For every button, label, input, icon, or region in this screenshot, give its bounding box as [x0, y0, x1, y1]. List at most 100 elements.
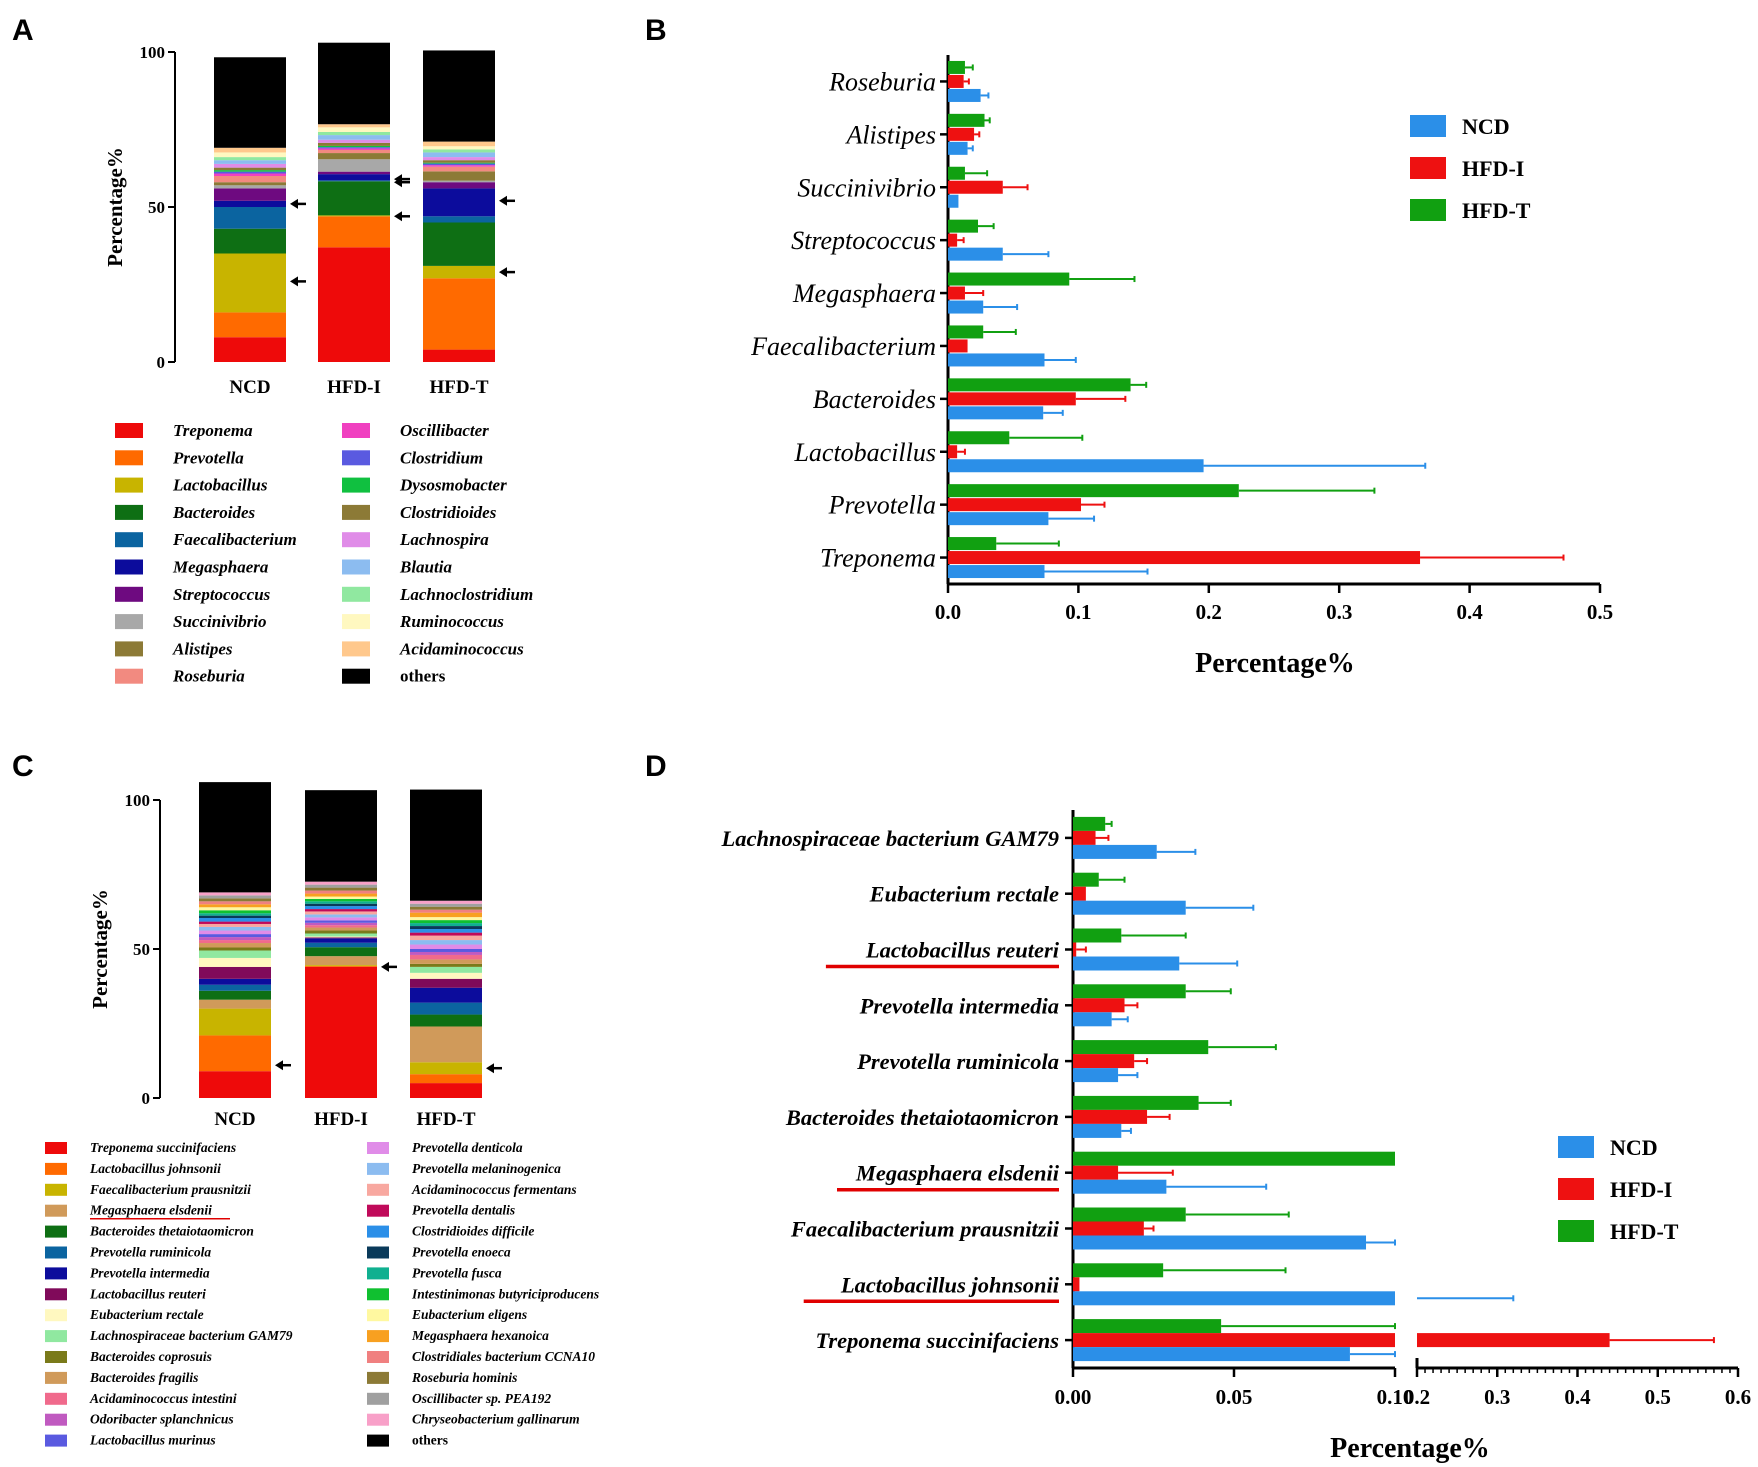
- bar-hfd-t: [948, 537, 997, 551]
- legend-swatch-succinivibrio: [115, 614, 143, 630]
- stack-segment-ruminococcus: [214, 152, 286, 158]
- legend-swatch-prevotella-enoeca: [367, 1246, 389, 1259]
- x-tick-label: 0.0: [935, 600, 961, 624]
- stack-segment-succinivibrio: [214, 185, 286, 189]
- stack-segment-prevotella-denticola: [305, 917, 377, 921]
- legend-swatch-acidaminococcus-intestini: [45, 1392, 67, 1405]
- panel-a-stacked-genus-chart: 0 50 100 Percentage% NCD HFD-I HFD-T Treponema P…: [103, 42, 533, 686]
- stack-segment-acidaminococcus-intestini: [199, 940, 271, 944]
- stack-segment-clostridioides-difficile: [410, 929, 482, 933]
- legend-swatch-prevotella-ruminicola: [45, 1246, 67, 1259]
- bar-hfd-i: [1073, 1165, 1119, 1180]
- stack-segment-megasphaera-elsdenii: [410, 1026, 482, 1063]
- stack-segment-prevotella-ruminicola: [410, 1002, 482, 1015]
- stack-segment-acidaminococcus-intestini: [410, 954, 482, 960]
- legend-swatch-odoribacter-splanchnicus: [45, 1413, 67, 1426]
- stack-segment-dysosmobacter: [423, 162, 495, 164]
- legend-label-prevotella-enoeca: Prevotella enoeca: [412, 1245, 511, 1260]
- legend-label-oscillibacter-sp-pea192: Oscillibacter sp. PEA192: [412, 1391, 551, 1406]
- stack-segment-roseburia: [423, 166, 495, 172]
- bar-ncd: [948, 247, 1003, 261]
- stack-segment-lachnospiraceae-bacterium-gam79: [305, 933, 377, 937]
- bar-hfd-i: [948, 286, 965, 300]
- bar-ncd: [1073, 956, 1180, 971]
- stack-segment-megasphaera-hexanoica: [305, 893, 377, 897]
- marker-arrow-head: [499, 195, 507, 206]
- legend-label-acidaminococcus-fermentans: Acidaminococcus fermentans: [411, 1182, 577, 1197]
- bar-hfd-t: [1073, 984, 1186, 999]
- category-label-ncd: NCD: [229, 377, 270, 398]
- stack-segment-roseburia: [214, 176, 286, 183]
- stack-segment-prevotella-dentalis: [305, 909, 377, 912]
- category-label-lactobacillus-reuteri: Lactobacillus reuteri: [865, 938, 1060, 963]
- legend-swatch-ncd: [1410, 115, 1446, 137]
- stack-segment-acidaminococcus: [318, 124, 390, 128]
- legend-swatch-alistipes: [115, 641, 143, 657]
- bar-hfd-i: [1073, 1333, 1395, 1348]
- stack-segment-clostridiales-bacterium-ccna10: [305, 890, 377, 894]
- category-label-lachnospiraceae-bacterium-gam79: Lachnospiraceae bacterium GAM79: [721, 826, 1060, 851]
- stack-segment-treponema: [214, 337, 286, 362]
- stack-segment-roseburia-hominis: [199, 898, 271, 902]
- legend-swatch-bacteroides-thetaiotaomicron: [45, 1225, 67, 1238]
- stack-segment-bacteroides-thetaiotaomicron: [305, 947, 377, 957]
- stack-segment-lactobacillus-reuteri: [410, 978, 482, 988]
- stack-segment-oscillibacter: [423, 165, 495, 167]
- stack-segment-roseburia-hominis: [410, 906, 482, 910]
- legend-label-clostridium: Clostridium: [400, 448, 483, 467]
- stack-segment-clostridium: [318, 147, 390, 149]
- legend-label-prevotella: Prevotella: [172, 448, 244, 467]
- legend-swatch-roseburia-hominis: [367, 1371, 389, 1384]
- category-label-ncd: NCD: [214, 1109, 255, 1130]
- legend-label-clostridiales-bacterium-ccna10: Clostridiales bacterium CCNA10: [412, 1349, 595, 1364]
- category-label-eubacterium-rectale: Eubacterium rectale: [869, 882, 1059, 907]
- stack-segment-bacteroides-fragilis: [305, 927, 377, 931]
- stack-segment-lactobacillus-reuteri: [305, 937, 377, 939]
- legend-label-lachnospira: Lachnospira: [399, 530, 489, 549]
- bar-hfd-t: [1073, 928, 1122, 943]
- stack-segment-dysosmobacter: [318, 145, 390, 148]
- legend-swatch-faecalibacterium-prausnitzii: [45, 1183, 67, 1196]
- stack-segment-blautia: [318, 135, 390, 140]
- stack-segment-clostridioides-difficile: [199, 918, 271, 922]
- legend-swatch-intestinimonas-butyriciproducens: [367, 1288, 389, 1301]
- stack-segment-acidaminococcus: [423, 141, 495, 147]
- stack-segment-odoribacter-splanchnicus: [410, 951, 482, 955]
- y-tick-label: 0: [142, 1089, 151, 1108]
- stack-segment-lachnospiraceae-bacterium-gam79: [410, 966, 482, 973]
- y-tick-label: 100: [140, 43, 166, 62]
- legend-label-bacteroides-coprosuis: Bacteroides coprosuis: [89, 1349, 212, 1364]
- bar-hfd-t: [948, 60, 965, 74]
- stack-segment-dysosmobacter: [214, 170, 286, 172]
- x-tick-label: 0.1: [1065, 600, 1091, 624]
- stack-segment-eubacterium-eligens: [199, 907, 271, 911]
- stack-segment-acidaminococcus-intestini: [305, 925, 377, 928]
- x-tick-label: 0.2: [1196, 600, 1222, 624]
- stack-segment-prevotella: [214, 312, 286, 338]
- stack-segment-acidaminococcus-fermentans: [199, 923, 271, 927]
- stack-segment-acidaminococcus: [214, 147, 286, 153]
- category-label-alistipes: Alistipes: [844, 120, 936, 149]
- stack-segment-chryseobacterium-gallinarum: [410, 900, 482, 904]
- stack-segment-succinivibrio: [318, 159, 390, 172]
- bar-hfd-t: [948, 431, 1010, 445]
- legend-swatch-treponema-succinifaciens: [45, 1142, 67, 1154]
- marker-arrow-head: [275, 1060, 283, 1071]
- marker-arrow-head: [290, 276, 298, 287]
- legend-swatch-acidaminococcus: [342, 641, 370, 657]
- legend-swatch-bacteroides-coprosuis: [45, 1351, 67, 1363]
- stack-segment-streptococcus: [423, 182, 495, 189]
- bar-hfd-t: [948, 219, 978, 233]
- stack-segment-prevotella-ruminicola: [199, 984, 271, 991]
- bar-hfd-t: [1073, 1095, 1199, 1110]
- legend-swatch-ruminococcus: [342, 614, 370, 630]
- legend-label-faecalibacterium: Faecalibacterium: [172, 530, 297, 549]
- bar-ncd: [948, 565, 1045, 579]
- stack-segment-intestinimonas-butyriciproducens: [305, 898, 377, 902]
- stack-segment-lachnoclostridium: [214, 157, 286, 161]
- bar-hfd-i: [1073, 830, 1096, 845]
- stack-segment-prevotella-melaninogenica: [305, 914, 377, 918]
- legend-label-prevotella-intermedia: Prevotella intermedia: [90, 1265, 210, 1280]
- stack-segment-streptococcus: [318, 171, 390, 175]
- stack-segment-bacteroides: [214, 228, 286, 254]
